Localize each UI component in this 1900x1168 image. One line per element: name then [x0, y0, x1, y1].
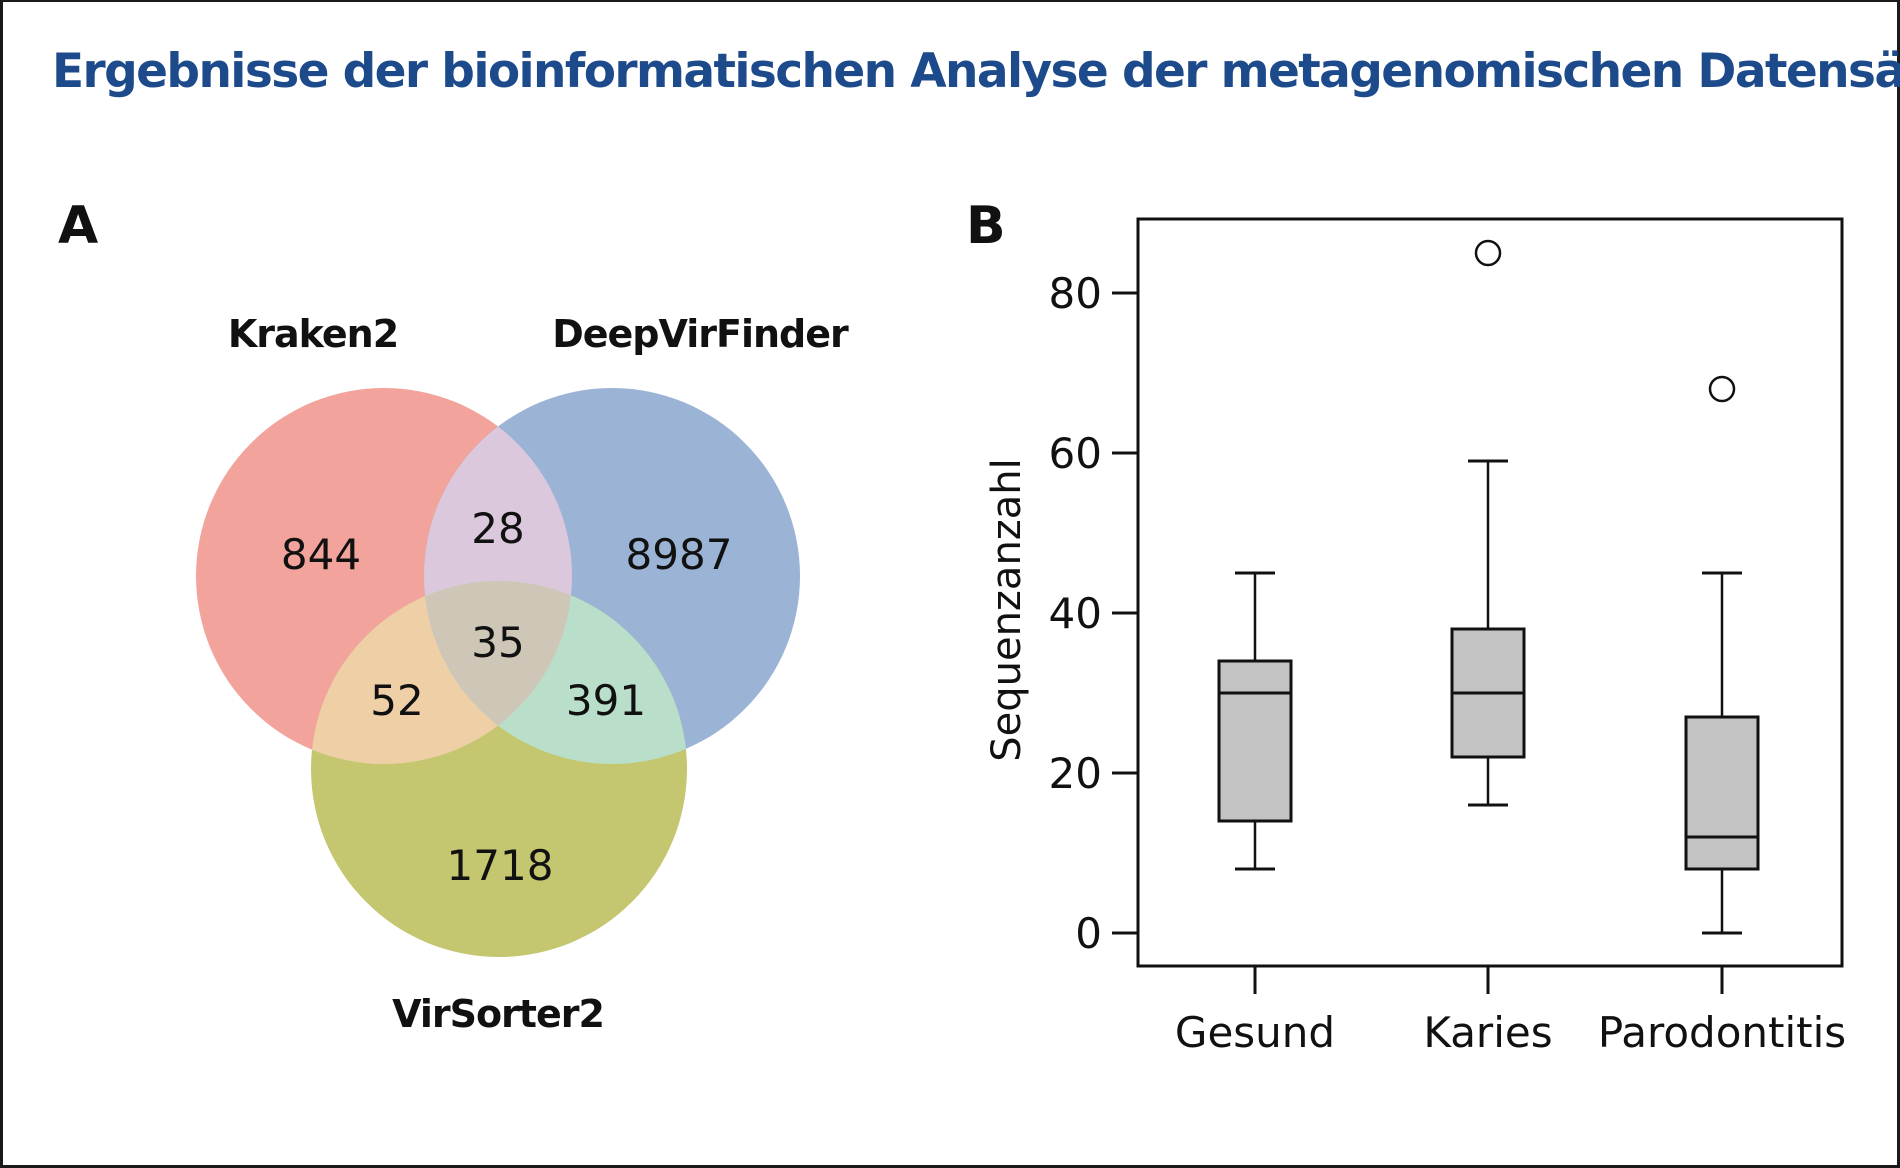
x-tick-label-parodontitis: Parodontitis: [1598, 1008, 1846, 1057]
x-tick-label-karies: Karies: [1423, 1008, 1552, 1057]
boxplot-gesund: [1217, 571, 1293, 871]
boxplot-parodontitis: [1684, 375, 1760, 935]
y-axis-title: Sequenzanzahl: [984, 458, 1030, 762]
boxplot-karies: [1450, 239, 1526, 807]
venn-value-kraken2-only: 844: [281, 530, 361, 579]
venn-set-label-deepvirfinder: DeepVirFinder: [552, 312, 849, 356]
outlier-point: [1474, 239, 1502, 267]
venn-value-deepvirfinder-only: 8987: [626, 530, 733, 579]
venn-value-kraken2-deepvirfinder: 28: [471, 504, 524, 553]
y-tick-label: 40: [1049, 589, 1102, 638]
venn-region-kraken2-virsorter2: [311, 581, 572, 764]
venn-value-kraken2-virsorter2: 52: [370, 676, 423, 725]
panel-label-a: A: [58, 196, 98, 256]
figure-title: Ergebnisse der bioinformatischen Analyse…: [52, 44, 1900, 99]
venn-value-virsorter2-only: 1718: [447, 841, 554, 890]
y-tick-label: 20: [1049, 749, 1102, 798]
plot-area-border: [1136, 217, 1844, 968]
x-tick-label-gesund: Gesund: [1175, 1008, 1335, 1057]
venn-overlap-group: [424, 581, 687, 764]
y-axis: 0 20 40 60 80: [1049, 269, 1138, 958]
venn-region-deepvirfinder-virsorter2: [424, 581, 687, 764]
y-tick-label: 0: [1075, 909, 1102, 958]
panel-label-b: B: [966, 196, 1006, 256]
boxplot-series: [1217, 239, 1760, 935]
venn-set-label-virsorter2: VirSorter2: [392, 992, 604, 1036]
outlier-point: [1708, 375, 1736, 403]
venn-set-label-kraken2: Kraken2: [228, 312, 398, 356]
venn-overlap-group: [311, 581, 572, 764]
iqr-box: [1684, 715, 1760, 871]
venn-diagram: [196, 388, 800, 957]
x-axis: Gesund Karies Parodontitis: [1175, 966, 1846, 1057]
y-tick-label: 80: [1049, 269, 1102, 318]
iqr-box: [1217, 659, 1293, 823]
venn-value-all-three: 35: [471, 618, 524, 667]
venn-value-deepvirfinder-virsorter2: 391: [566, 676, 646, 725]
y-tick-label: 60: [1049, 429, 1102, 478]
